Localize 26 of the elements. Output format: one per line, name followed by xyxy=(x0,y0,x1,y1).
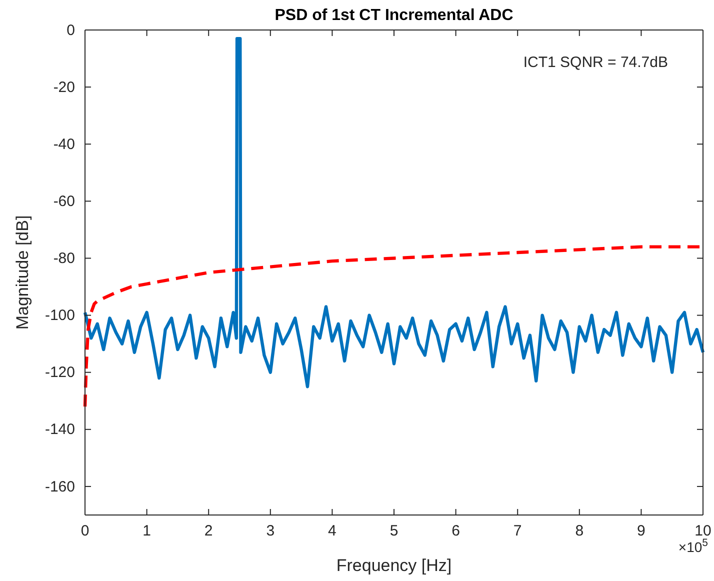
line-series xyxy=(83,36,705,388)
x-axis-title: Frequency [Hz] xyxy=(336,556,452,575)
y-tick-label: -140 xyxy=(44,421,75,438)
y-tick-label: -160 xyxy=(44,478,75,496)
x-tick-label: 10 xyxy=(694,522,712,540)
y-tick-label: -40 xyxy=(53,136,75,153)
y-tick-label: -20 xyxy=(53,78,75,96)
y-tick-label: -120 xyxy=(44,364,75,382)
x-tick-label: 1 xyxy=(142,522,151,540)
x-tick-label: 7 xyxy=(513,522,522,540)
x-tick-label: 0 xyxy=(80,522,90,540)
y-tick-label: -60 xyxy=(53,192,75,210)
y-tick-label: -100 xyxy=(44,307,75,324)
chart-title: PSD of 1st CT Incremental ADC xyxy=(274,7,514,24)
x-tick-label: 5 xyxy=(390,522,398,540)
y-axis-title: Magnitude [dB] xyxy=(13,215,32,330)
y-tick-label: 0 xyxy=(66,22,75,39)
y-tick-label: -80 xyxy=(53,250,75,268)
x-tick-label: 9 xyxy=(637,522,646,540)
text: ×10$^{5}$ xyxy=(678,537,708,555)
x-tick-label: 3 xyxy=(266,522,275,540)
x-tick-label: 4 xyxy=(328,522,336,540)
x-tick-label: 8 xyxy=(575,522,584,540)
annotation: ICT1 SQNR = 74.7dB xyxy=(523,54,668,71)
x-tick-label: 6 xyxy=(452,522,460,540)
x-tick-label: 2 xyxy=(204,522,213,540)
